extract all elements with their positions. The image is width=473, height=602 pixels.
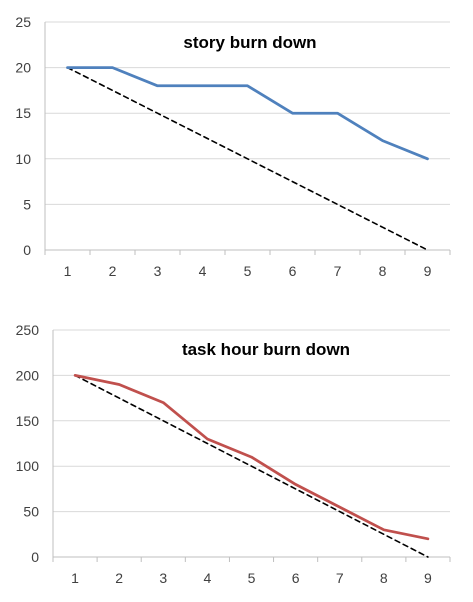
y-tick-label: 15 <box>15 105 31 121</box>
x-tick-label: 9 <box>424 263 432 279</box>
x-tick-label: 5 <box>244 263 252 279</box>
x-tick-label: 2 <box>109 263 117 279</box>
x-tick-label: 6 <box>292 570 300 586</box>
x-tick-label: 7 <box>336 570 344 586</box>
x-tick-label: 4 <box>203 570 211 586</box>
x-tick-label: 8 <box>380 570 388 586</box>
y-tick-label: 250 <box>16 322 40 338</box>
x-tick-label: 3 <box>154 263 162 279</box>
y-tick-label: 0 <box>31 549 39 565</box>
x-tick-label: 9 <box>424 570 432 586</box>
y-tick-label: 0 <box>23 242 31 258</box>
ideal-burn-down-line <box>66 66 429 251</box>
actual-burn-down-line <box>73 374 430 541</box>
ideal-burn-down-line <box>74 374 429 558</box>
y-tick-label: 50 <box>23 504 39 520</box>
x-tick-label: 6 <box>289 263 297 279</box>
chart-title: task hour burn down <box>182 340 350 359</box>
x-tick-label: 5 <box>248 570 256 586</box>
x-tick-label: 3 <box>159 570 167 586</box>
y-tick-label: 5 <box>23 196 31 212</box>
x-tick-label: 1 <box>64 263 72 279</box>
x-tick-label: 2 <box>115 570 123 586</box>
y-tick-label: 100 <box>16 458 40 474</box>
y-tick-label: 20 <box>15 60 31 76</box>
y-tick-label: 10 <box>15 151 31 167</box>
x-tick-label: 8 <box>379 263 387 279</box>
x-tick-label: 1 <box>71 570 79 586</box>
task-hour-burn-down-chart: 0 50 100 150 200 250 1 2 3 4 5 6 7 8 9 task hour burn d… <box>16 322 451 586</box>
actual-burn-down-line <box>66 66 429 161</box>
y-tick-label: 25 <box>15 14 31 30</box>
x-tick-label: 7 <box>334 263 342 279</box>
y-tick-label: 150 <box>16 413 40 429</box>
story-burn-down-chart: 0 5 10 15 20 25 1 2 3 4 5 6 7 8 9 story burn down <box>15 14 451 279</box>
y-tick-label: 200 <box>16 367 40 383</box>
chart-title: story burn down <box>183 33 316 52</box>
x-tick-label: 4 <box>199 263 207 279</box>
